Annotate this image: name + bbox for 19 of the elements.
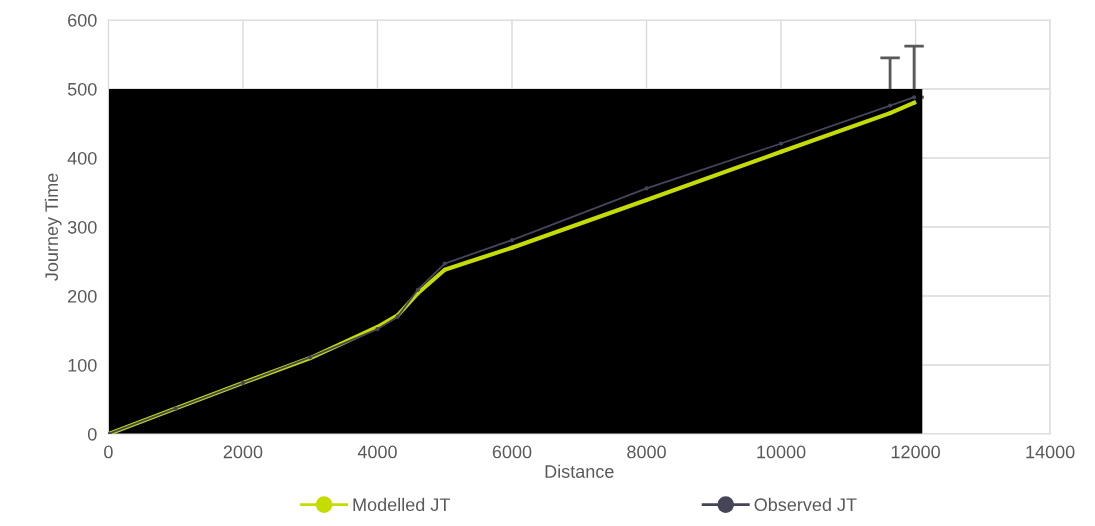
- legend-label: Observed JT: [754, 497, 857, 512]
- x-tick-label: 6000: [492, 445, 532, 459]
- y-tick-label: 300: [67, 220, 97, 234]
- y-tick-label: 600: [68, 13, 97, 27]
- x-tick-label: 4000: [357, 445, 397, 459]
- x-tick-label: 10000: [757, 445, 806, 459]
- y-tick-label: 0: [87, 427, 97, 441]
- x-tick-label: 14000: [1026, 445, 1075, 459]
- x-tick-label: 8000: [627, 445, 666, 459]
- y-axis-title: Journey Time: [44, 173, 62, 281]
- y-tick-label: 500: [67, 82, 97, 96]
- y-tick-label: 200: [68, 289, 97, 303]
- y-tick-label: 100: [68, 358, 97, 372]
- legend-label: Modelled JT: [353, 497, 450, 512]
- x-tick-label: 2000: [223, 445, 263, 459]
- y-tick-label: 400: [67, 151, 97, 165]
- x-tick-label: 12000: [891, 445, 940, 459]
- x-tick-label: 0: [104, 445, 113, 459]
- x-axis-title: Distance: [545, 464, 614, 478]
